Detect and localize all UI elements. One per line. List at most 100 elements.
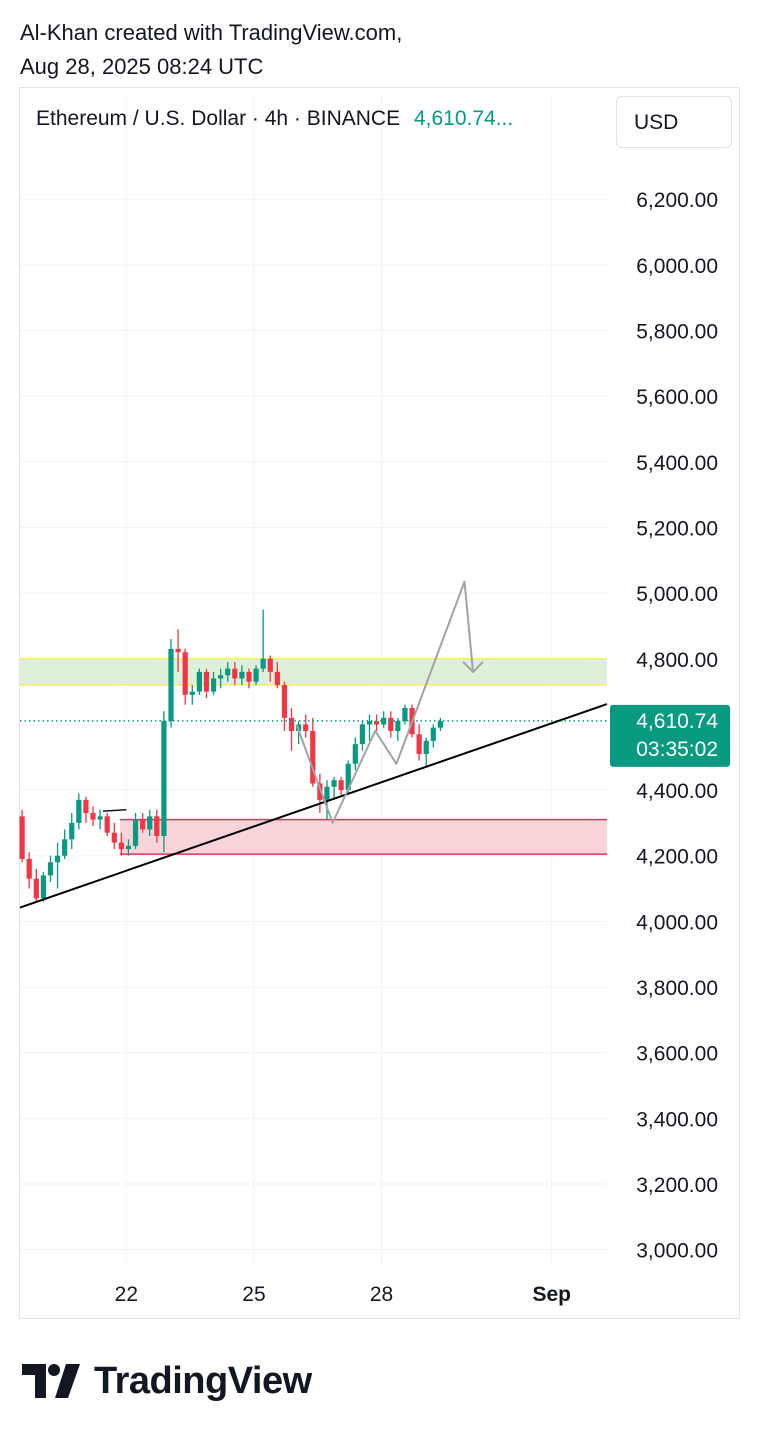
candle-body bbox=[62, 839, 68, 856]
demand-zone bbox=[119, 819, 607, 855]
candle-body bbox=[225, 668, 231, 676]
candle-body bbox=[111, 832, 117, 843]
candle-body bbox=[288, 717, 295, 731]
candle-body bbox=[423, 740, 429, 754]
candle-body bbox=[83, 799, 89, 814]
trendline bbox=[19, 703, 608, 909]
symbol-legend: Ethereum / U.S. Dollar · 4h · BINANCE 4,… bbox=[36, 104, 513, 134]
candle-body bbox=[196, 671, 202, 692]
y-tick-label: 4,200.00 bbox=[636, 846, 718, 869]
candle-body bbox=[395, 721, 401, 731]
attribution: Al-Khan created with TradingView.com, Au… bbox=[20, 16, 402, 84]
candle-body bbox=[345, 763, 351, 791]
price-marker-box bbox=[610, 704, 730, 767]
y-tick-label: 3,800.00 bbox=[636, 977, 718, 1000]
candle-body bbox=[281, 685, 288, 718]
candle-body bbox=[54, 855, 61, 863]
y-tick-label: 5,400.00 bbox=[636, 452, 718, 475]
candle-body bbox=[260, 658, 266, 669]
candle-body bbox=[331, 780, 337, 787]
candle-body bbox=[19, 816, 25, 859]
y-tick-label: 3,400.00 bbox=[636, 1108, 718, 1131]
candle-body bbox=[140, 819, 146, 830]
candle-body bbox=[381, 717, 387, 725]
candle-body bbox=[118, 842, 124, 850]
candle-body bbox=[317, 783, 323, 800]
candle-body bbox=[154, 816, 160, 837]
candle-body bbox=[210, 678, 217, 692]
x-tick-label: 22 bbox=[115, 1283, 138, 1306]
axis-layer: 6,200.00 6,000.00 5,800.00 5,600.00 5,400.00… bbox=[115, 189, 730, 1306]
x-tick-label: 28 bbox=[370, 1283, 393, 1306]
candle-body bbox=[416, 734, 422, 754]
candle-body bbox=[232, 668, 238, 679]
candle-body bbox=[310, 730, 316, 784]
candle-body bbox=[267, 658, 273, 672]
candle-body bbox=[104, 816, 110, 833]
tradingview-logo: TradingView bbox=[22, 1356, 312, 1406]
candle-body bbox=[47, 862, 54, 876]
candle-body bbox=[388, 717, 394, 731]
candle-layer bbox=[19, 609, 443, 902]
candle-body bbox=[338, 780, 344, 791]
candle-body bbox=[203, 671, 210, 692]
candle-body bbox=[239, 671, 245, 679]
candle-body bbox=[147, 816, 153, 830]
price-marker-countdown: 03:35:02 bbox=[636, 738, 718, 761]
y-tick-label: 5,000.00 bbox=[636, 583, 718, 606]
tradingview-wordmark: TradingView bbox=[94, 1359, 312, 1402]
projection-path bbox=[295, 580, 475, 824]
chart-frame bbox=[19, 87, 740, 1319]
candle-body bbox=[246, 671, 252, 682]
attribution-date: Aug 28, 2025 08:24 UTC bbox=[20, 54, 264, 79]
candle-body bbox=[352, 744, 358, 764]
candle-body bbox=[76, 799, 82, 823]
candle-body bbox=[168, 648, 174, 722]
candle-body bbox=[373, 721, 380, 725]
candle-body bbox=[366, 721, 373, 725]
zone-layer bbox=[20, 658, 607, 855]
projection-arrowhead bbox=[462, 661, 484, 674]
y-tick-label: 3,000.00 bbox=[636, 1240, 718, 1263]
candle-body bbox=[132, 819, 139, 846]
candle-body bbox=[274, 671, 280, 686]
candle-body bbox=[303, 724, 309, 731]
y-tick-label: 3,200.00 bbox=[636, 1174, 718, 1197]
candle-body bbox=[69, 822, 75, 840]
range-marker-line bbox=[102, 809, 127, 812]
candle-body bbox=[359, 724, 366, 745]
candle-body bbox=[437, 721, 443, 728]
candle-body bbox=[26, 858, 32, 879]
candle-body bbox=[90, 813, 96, 820]
y-tick-label: 6,000.00 bbox=[636, 255, 718, 278]
candle-body bbox=[218, 675, 224, 679]
y-tick-label: 5,200.00 bbox=[636, 517, 718, 540]
candle-body bbox=[402, 708, 408, 722]
x-tick-label: 25 bbox=[242, 1283, 265, 1306]
supply-zone bbox=[20, 658, 607, 686]
x-tick-label: Sep bbox=[532, 1283, 571, 1306]
candle-body bbox=[253, 668, 259, 682]
candle-body bbox=[40, 875, 46, 899]
candle-body bbox=[430, 727, 436, 741]
candle-body bbox=[324, 786, 330, 800]
grid-layer bbox=[20, 95, 607, 1266]
candle-body bbox=[33, 878, 39, 899]
y-tick-label: 6,200.00 bbox=[636, 189, 718, 212]
y-tick-label: 5,800.00 bbox=[636, 321, 718, 344]
symbol-title: Ethereum / U.S. Dollar · 4h · BINANCE bbox=[36, 107, 401, 130]
candle-body bbox=[189, 691, 195, 695]
candle-body bbox=[161, 721, 167, 837]
candle-body bbox=[125, 845, 132, 850]
y-tick-label: 5,600.00 bbox=[636, 386, 718, 409]
price-marker-price: 4,610.74 bbox=[636, 710, 718, 733]
candle-body bbox=[175, 648, 181, 653]
price-marker: 4,610.74 03:35:02 bbox=[610, 704, 730, 767]
y-tick-label: 4,000.00 bbox=[636, 911, 718, 934]
drawing-layer bbox=[19, 580, 608, 909]
candle-body bbox=[97, 816, 103, 820]
y-tick-label: 3,600.00 bbox=[636, 1043, 718, 1066]
currency-button[interactable]: USD bbox=[616, 96, 732, 148]
y-tick-label: 4,800.00 bbox=[636, 649, 718, 672]
